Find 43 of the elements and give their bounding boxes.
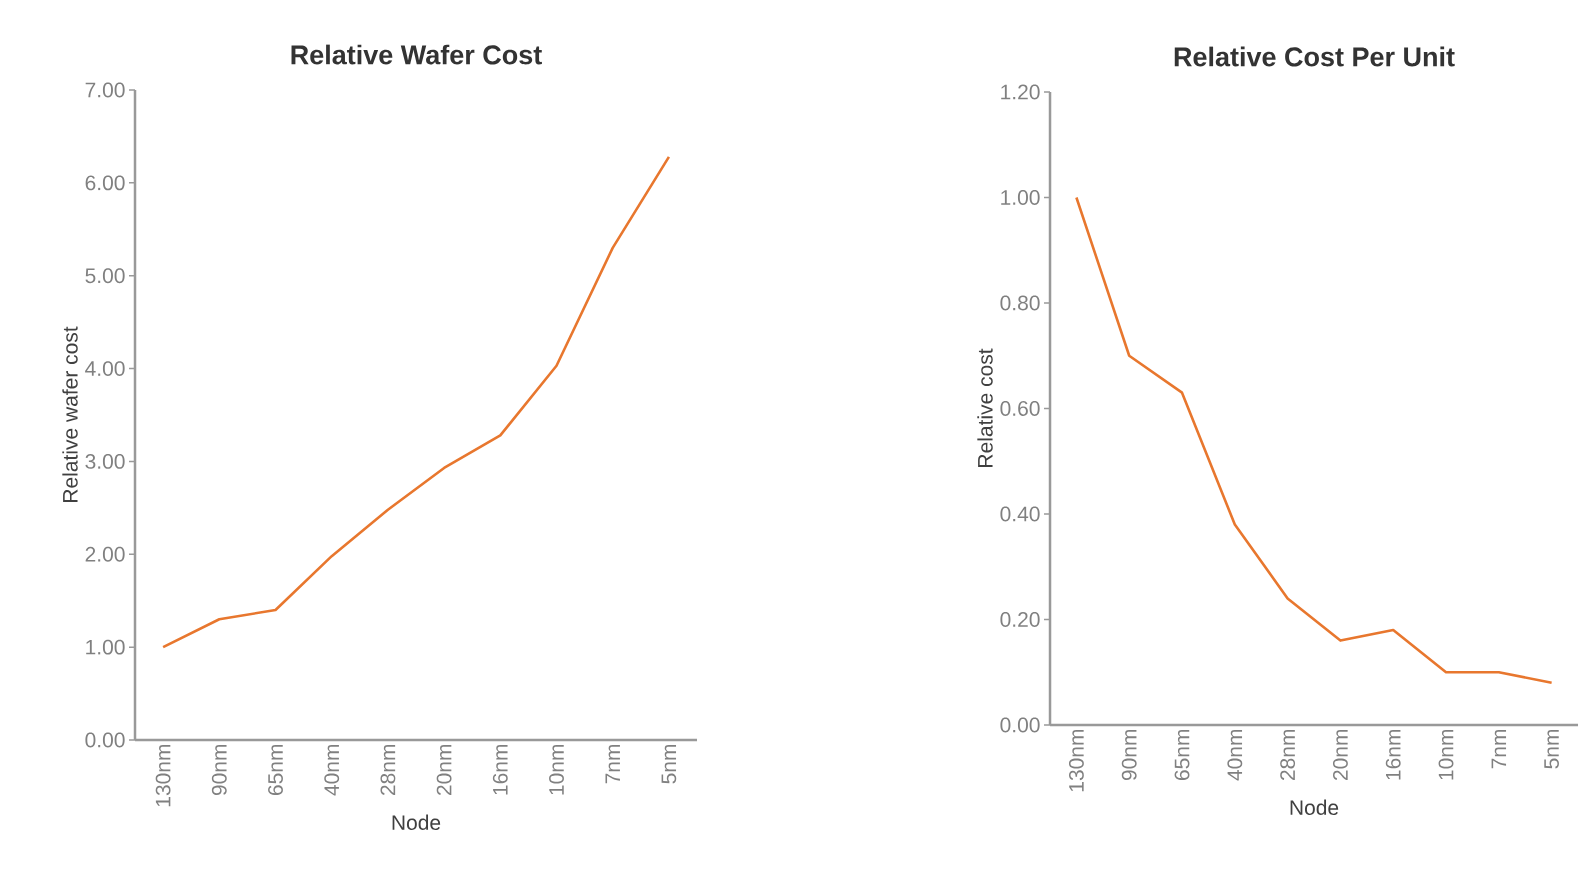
y-tick-label: 1.20 <box>1001 84 1040 100</box>
x-tick-label: 7nm <box>605 744 620 784</box>
y-axis-title: Relative cost <box>977 348 993 467</box>
y-tick-label: 0.80 <box>1000 295 1040 311</box>
x-tick-label: 20nm <box>436 744 452 796</box>
x-tick-label: 28nm <box>380 744 396 796</box>
x-tick-label: 65nm <box>268 744 283 795</box>
line-series <box>1075 196 1553 685</box>
x-tick-label: 40nm <box>324 744 340 796</box>
x-tick-label: 20nm <box>1332 729 1348 781</box>
y-tick-label: 0.20 <box>1000 612 1040 627</box>
y-tick-label: 1.00 <box>86 639 125 655</box>
y-tick-label: 7.00 <box>85 82 125 98</box>
y-tick-label: 0.00 <box>1000 717 1040 733</box>
y-tick-label: 0.60 <box>1000 401 1040 416</box>
x-tick-label: 130nm <box>155 744 171 807</box>
y-tick-label: 5.00 <box>85 268 125 284</box>
x-tick-label: 40nm <box>1227 729 1243 781</box>
x-tick-label: 10nm <box>1438 729 1454 780</box>
x-tick-label: 90nm <box>1121 729 1137 781</box>
x-tick-label: 65nm <box>1174 729 1190 780</box>
x-tick-label: 5nm <box>661 744 677 784</box>
y-tick-label: 4.00 <box>85 361 125 377</box>
x-tick-label: 16nm <box>492 744 508 795</box>
chart-title: Relative Cost Per Unit <box>1174 46 1455 67</box>
x-tick-label: 90nm <box>211 744 227 796</box>
x-axis-title: Node <box>392 814 441 831</box>
y-tick-label: 6.00 <box>85 175 125 191</box>
x-tick-label: 10nm <box>549 744 564 795</box>
x-axis-title: Node <box>1290 799 1339 816</box>
y-axis-title: Relative wafer cost <box>62 326 78 502</box>
line-series <box>161 155 671 649</box>
y-tick-label: 0.00 <box>85 732 125 748</box>
chart-title: Relative Wafer Cost <box>291 44 542 65</box>
x-tick-label: 16nm <box>1385 729 1401 780</box>
y-tick-label: 3.00 <box>85 453 125 469</box>
x-tick-label: 28nm <box>1280 729 1296 781</box>
x-tick-label: 7nm <box>1491 729 1507 769</box>
y-tick-label: 1.00 <box>1001 190 1040 205</box>
y-tick-label: 0.40 <box>1000 506 1040 522</box>
x-tick-label: 130nm <box>1068 729 1084 792</box>
y-tick-label: 2.00 <box>85 546 125 562</box>
x-tick-label: 5nm <box>1544 729 1559 769</box>
